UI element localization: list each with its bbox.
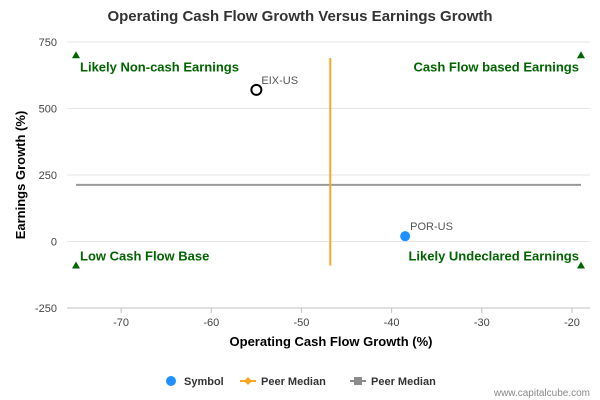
quadrant-marker-bottom-left: [72, 261, 81, 269]
y-tick-label: 500: [39, 104, 57, 116]
x-tick-label: -40: [384, 317, 400, 329]
legend-label: Symbol: [184, 376, 224, 388]
x-axis: -70 -60 -50 -40 -30 -20: [67, 307, 590, 329]
legend-label: Peer Median: [261, 376, 326, 388]
quadrant-marker-top-right: [576, 51, 585, 59]
legend: Symbol Peer Median Peer Median: [166, 376, 436, 388]
y-tick-label: 0: [51, 237, 57, 249]
credit-text: www.capitalcube.com: [493, 388, 590, 399]
quadrant-marker-bottom-right: [576, 261, 585, 269]
legend-marker: [244, 377, 252, 385]
data-points: EIX-US POR-US: [250, 75, 453, 242]
legend-marker: [354, 377, 362, 385]
quadrant-marker-top-left: [72, 51, 81, 59]
x-tick-label: -70: [113, 317, 129, 329]
chart-title: Operating Cash Flow Growth Versus Earnin…: [107, 8, 492, 25]
data-point: [250, 83, 263, 96]
data-point-label: EIX-US: [261, 75, 298, 87]
x-tick-label: -50: [293, 317, 309, 329]
y-axis: 750 500 250 0 -250: [35, 37, 57, 315]
y-tick-label: 250: [39, 170, 57, 182]
x-axis-title: Operating Cash Flow Growth (%): [230, 334, 433, 349]
grid-lines: [67, 41, 590, 309]
x-tick-label: -30: [474, 317, 490, 329]
quadrant-label-top-left: Likely Non-cash Earnings: [80, 59, 239, 74]
y-tick-label: -250: [35, 303, 57, 315]
quadrant-labels: Likely Non-cash Earnings Cash Flow based …: [72, 51, 585, 269]
x-tick-label: -60: [203, 317, 219, 329]
legend-label: Peer Median: [371, 376, 436, 388]
quadrant-label-bottom-right: Likely Undeclared Earnings: [408, 248, 579, 263]
quadrant-label-top-right: Cash Flow based Earnings: [414, 59, 579, 74]
quadrant-label-bottom-left: Low Cash Flow Base: [80, 248, 209, 263]
data-point-label: POR-US: [410, 221, 453, 233]
x-tick-label: -20: [564, 317, 580, 329]
legend-marker: [166, 376, 176, 386]
peer-median-lines: [76, 57, 581, 266]
y-tick-label: 750: [39, 37, 57, 49]
data-point: [400, 231, 411, 242]
y-axis-title: Earnings Growth (%): [13, 111, 28, 240]
